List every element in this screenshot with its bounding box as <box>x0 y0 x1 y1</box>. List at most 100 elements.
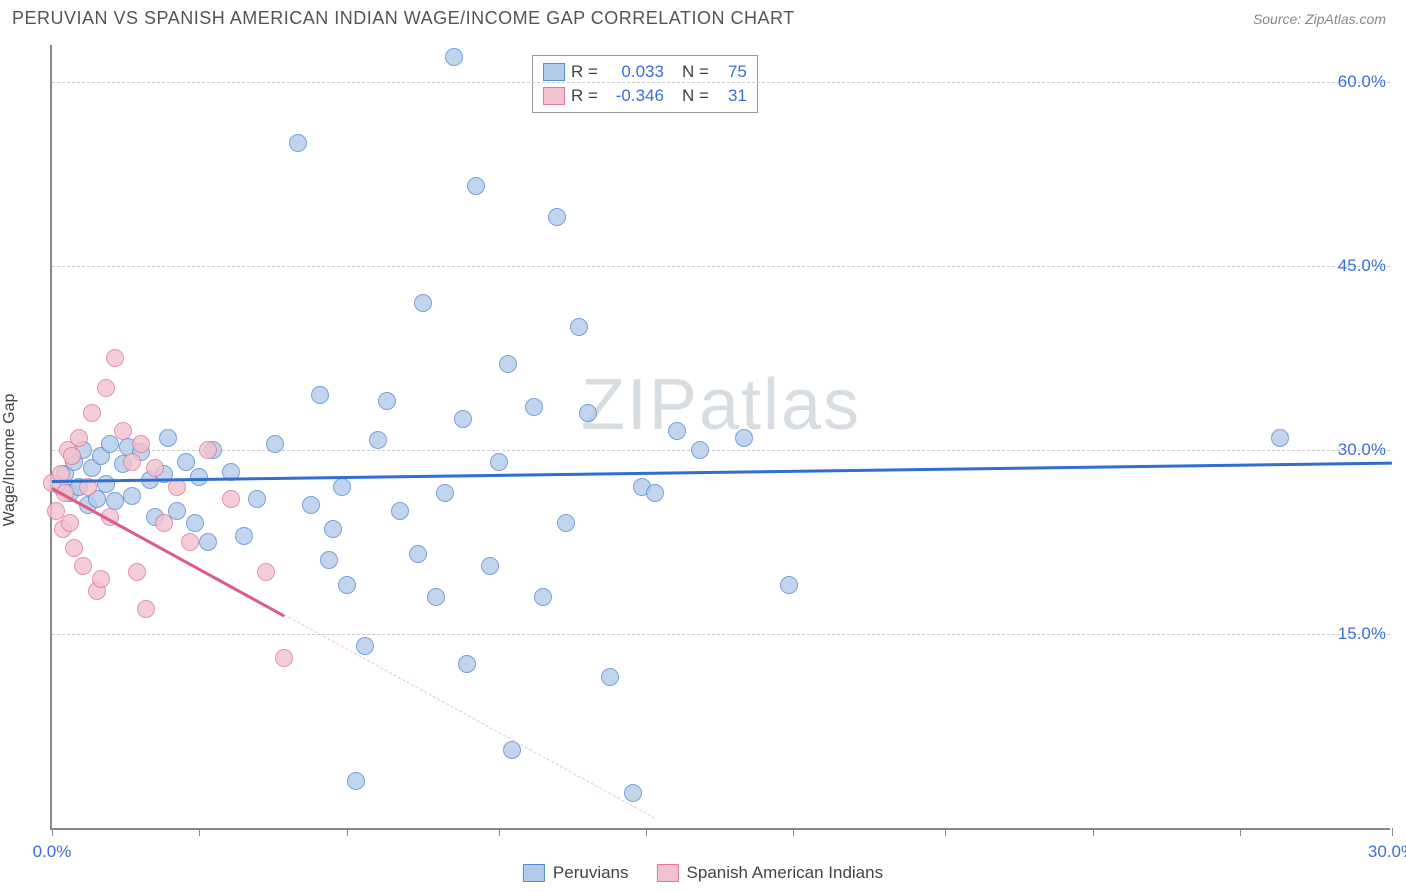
data-point <box>257 563 275 581</box>
legend-row: R = 0.033 N = 75 <box>543 60 747 84</box>
x-tick <box>199 828 200 836</box>
data-point <box>222 490 240 508</box>
plot-area: ZIPatlas R =0.033N =75R =-0.346N =31 15.… <box>50 45 1390 830</box>
legend-n-value: 75 <box>715 62 747 82</box>
data-point <box>302 496 320 514</box>
trend-line <box>284 614 655 818</box>
legend-swatch <box>657 864 679 882</box>
data-point <box>159 429 177 447</box>
data-point <box>579 404 597 422</box>
data-point <box>97 475 115 493</box>
data-point <box>177 453 195 471</box>
legend-r-label: R = <box>571 86 598 106</box>
data-point <box>70 429 88 447</box>
legend-r-label: R = <box>571 62 598 82</box>
legend-row: R =-0.346N =31 <box>543 84 747 108</box>
data-point <box>311 386 329 404</box>
data-point <box>65 539 83 557</box>
data-point <box>668 422 686 440</box>
gridline <box>52 450 1390 451</box>
data-point <box>123 453 141 471</box>
gridline <box>52 634 1390 635</box>
correlation-legend: R =0.033N =75R =-0.346N =31 <box>532 55 758 113</box>
data-point <box>114 422 132 440</box>
x-tick-label: 0.0% <box>33 842 72 862</box>
legend-r-value: 0.033 <box>604 62 664 82</box>
data-point <box>735 429 753 447</box>
data-point <box>458 655 476 673</box>
data-point <box>74 557 92 575</box>
data-point <box>467 177 485 195</box>
data-point <box>324 520 342 538</box>
data-point <box>557 514 575 532</box>
watermark-part2: atlas <box>699 365 861 445</box>
y-axis-label: Wage/Income Gap <box>1 394 19 527</box>
x-tick <box>499 828 500 836</box>
data-point <box>414 294 432 312</box>
data-point <box>445 48 463 66</box>
legend-n-label: N = <box>682 86 709 106</box>
data-point <box>427 588 445 606</box>
data-point <box>454 410 472 428</box>
data-point <box>146 459 164 477</box>
legend-n-label: N = <box>682 62 709 82</box>
data-point <box>780 576 798 594</box>
data-point <box>190 468 208 486</box>
legend-swatch <box>543 87 565 105</box>
chart-container: Wage/Income Gap ZIPatlas R =0.033N =75R … <box>0 35 1406 885</box>
y-tick-label: 60.0% <box>1338 72 1392 92</box>
data-point <box>123 487 141 505</box>
data-point <box>601 668 619 686</box>
legend-label: Peruvians <box>553 863 629 883</box>
data-point <box>83 404 101 422</box>
x-tick <box>1093 828 1094 836</box>
data-point <box>235 527 253 545</box>
watermark: ZIPatlas <box>581 364 861 446</box>
data-point <box>391 502 409 520</box>
data-point <box>199 441 217 459</box>
data-point <box>409 545 427 563</box>
legend-r-value: -0.346 <box>604 86 664 106</box>
x-tick <box>52 828 53 836</box>
data-point <box>92 570 110 588</box>
data-point <box>132 435 150 453</box>
gridline <box>52 82 1390 83</box>
legend-item: Peruvians <box>523 863 629 883</box>
data-point <box>525 398 543 416</box>
data-point <box>266 435 284 453</box>
chart-header: PERUVIAN VS SPANISH AMERICAN INDIAN WAGE… <box>0 0 1406 35</box>
y-tick-label: 30.0% <box>1338 440 1392 460</box>
chart-source: Source: ZipAtlas.com <box>1253 11 1386 27</box>
data-point <box>1271 429 1289 447</box>
data-point <box>338 576 356 594</box>
chart-title: PERUVIAN VS SPANISH AMERICAN INDIAN WAGE… <box>12 8 795 29</box>
data-point <box>275 649 293 667</box>
legend-item: Spanish American Indians <box>657 863 884 883</box>
data-point <box>646 484 664 502</box>
x-tick <box>793 828 794 836</box>
data-point <box>155 514 173 532</box>
y-tick-label: 45.0% <box>1338 256 1392 276</box>
series-legend: Peruvians Spanish American Indians <box>523 863 883 883</box>
data-point <box>369 431 387 449</box>
x-tick <box>646 828 647 836</box>
x-tick-label: 30.0% <box>1368 842 1406 862</box>
x-tick <box>1240 828 1241 836</box>
data-point <box>347 772 365 790</box>
data-point <box>320 551 338 569</box>
data-point <box>248 490 266 508</box>
x-tick <box>347 828 348 836</box>
data-point <box>289 134 307 152</box>
x-tick <box>945 828 946 836</box>
legend-label: Spanish American Indians <box>687 863 884 883</box>
data-point <box>186 514 204 532</box>
data-point <box>356 637 374 655</box>
data-point <box>137 600 155 618</box>
x-tick <box>1392 828 1393 836</box>
data-point <box>534 588 552 606</box>
data-point <box>63 447 81 465</box>
data-point <box>436 484 454 502</box>
data-point <box>499 355 517 373</box>
legend-swatch <box>543 63 565 81</box>
data-point <box>333 478 351 496</box>
